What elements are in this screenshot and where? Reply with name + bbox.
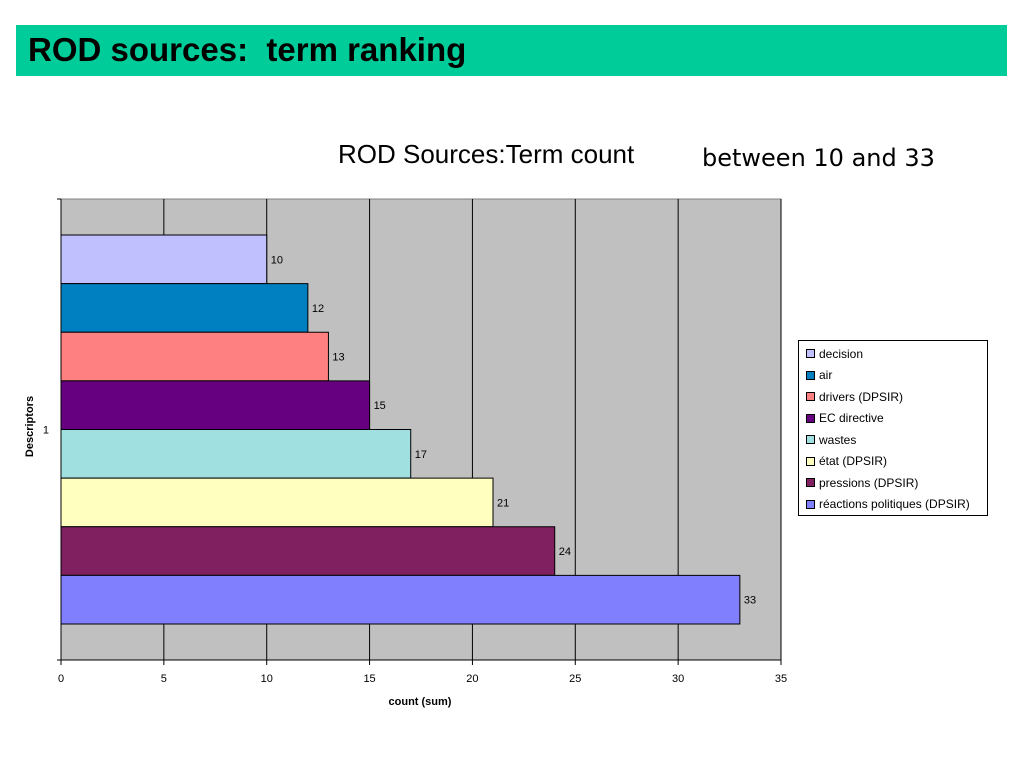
- chart-title: ROD Sources:Term count: [338, 139, 635, 169]
- bar: [60, 429, 412, 479]
- x-tick-label: 0: [58, 673, 64, 685]
- legend-swatch: [806, 456, 815, 466]
- y-tick-label: 1: [43, 425, 49, 437]
- legend-swatch: [806, 435, 815, 445]
- bar: [60, 283, 309, 333]
- legend-item: wastes: [799, 429, 987, 451]
- data-label: 33: [744, 595, 756, 607]
- legend-item: decision: [799, 343, 987, 365]
- legend-label: état (DPSIR): [819, 454, 888, 469]
- legend-label: drivers (DPSIR): [819, 389, 904, 404]
- data-label: 24: [559, 546, 571, 558]
- x-tick-label: 10: [261, 673, 273, 685]
- data-label: 15: [374, 400, 386, 412]
- x-tick-label: 15: [363, 673, 375, 685]
- data-label: 13: [332, 352, 344, 364]
- legend-swatch: [806, 392, 815, 402]
- x-tick-label: 35: [775, 673, 787, 685]
- legend-item: pressions (DPSIR): [799, 472, 987, 494]
- legend-item: air: [799, 365, 987, 387]
- legend-label: pressions (DPSIR): [819, 475, 919, 490]
- data-label: 10: [271, 254, 283, 266]
- legend-item: état (DPSIR): [799, 451, 987, 473]
- legend-label: wastes: [819, 432, 857, 447]
- x-tick-label: 25: [569, 673, 581, 685]
- legend-swatch: [806, 478, 815, 488]
- bar: [60, 477, 494, 528]
- chart-legend: decision air drivers (DPSIR) EC directive wa…: [798, 340, 988, 516]
- legend-label: EC directive: [819, 411, 884, 426]
- data-label: 17: [415, 449, 427, 461]
- data-label: 12: [312, 303, 324, 315]
- x-tick-label: 5: [161, 673, 167, 685]
- bar: [60, 380, 371, 430]
- legend-item: drivers (DPSIR): [799, 386, 987, 408]
- legend-item: réactions politiques (DPSIR): [799, 494, 987, 516]
- title-bar: ROD sources: term ranking: [16, 25, 1007, 76]
- bar: [60, 574, 741, 625]
- legend-item: EC directive: [799, 408, 987, 430]
- bar: [60, 526, 556, 576]
- x-tick-label: 20: [466, 673, 478, 685]
- slide-title: ROD sources: term ranking: [28, 31, 467, 68]
- data-label: 21: [497, 497, 509, 509]
- x-tick-label: 30: [672, 673, 684, 685]
- legend-swatch: [806, 349, 815, 359]
- bar: [60, 234, 268, 285]
- legend-swatch: [806, 499, 815, 509]
- legend-swatch: [806, 413, 815, 423]
- legend-swatch: [806, 370, 815, 380]
- range-note: between 10 and 33: [702, 144, 935, 172]
- legend-label: decision: [819, 346, 864, 361]
- y-axis-title: Descriptors: [24, 396, 36, 457]
- legend-label: air: [819, 368, 833, 383]
- x-axis-title: count (sum): [389, 696, 452, 708]
- bar: [60, 331, 329, 382]
- legend-label: réactions politiques (DPSIR): [819, 497, 970, 512]
